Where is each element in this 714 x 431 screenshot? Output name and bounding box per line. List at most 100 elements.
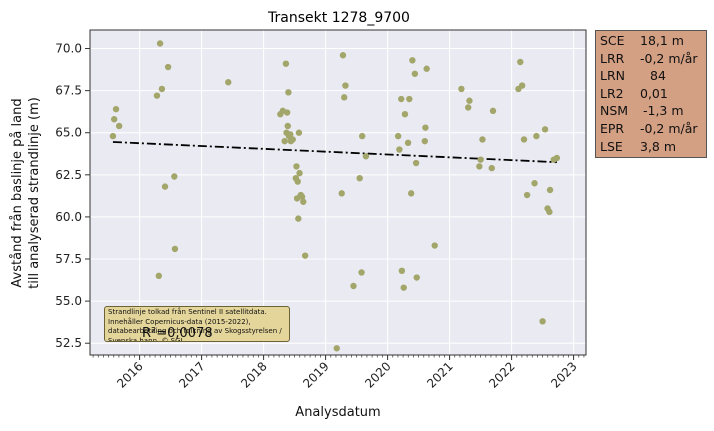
data-point	[479, 136, 486, 143]
data-point	[406, 95, 413, 103]
data-point	[546, 186, 554, 194]
data-point	[115, 122, 123, 130]
data-point	[296, 169, 303, 177]
y-axis-label-line1: Avstånd från baslinje på land	[10, 98, 25, 287]
data-point	[171, 173, 178, 180]
data-point	[295, 215, 302, 222]
data-point	[156, 40, 164, 47]
data-point	[158, 85, 166, 93]
data-point	[423, 65, 430, 72]
stat-key: LRR	[600, 50, 625, 66]
data-point	[301, 252, 309, 259]
stat-value: 18,1 m	[640, 33, 684, 48]
y-tick-label: 60.0	[55, 210, 82, 224]
data-point	[171, 245, 179, 253]
stat-value: 3,8 m	[640, 138, 677, 154]
data-point	[518, 82, 526, 89]
stat-value: -1,3 m	[643, 103, 684, 119]
x-tick-label: 2023	[548, 359, 579, 390]
data-point	[404, 139, 412, 147]
data-point	[409, 57, 416, 64]
x-tick-label: 2022	[486, 359, 517, 390]
stat-row-lse: LSE 3,8 m	[600, 138, 703, 156]
scatter-points	[109, 40, 561, 352]
data-point	[523, 191, 531, 199]
data-point	[488, 164, 495, 172]
data-point	[358, 132, 366, 140]
data-source-note: Strandlinje tolkad från Sentinel II sate…	[104, 306, 290, 342]
data-point	[155, 272, 163, 280]
data-point	[362, 153, 370, 160]
data-point	[533, 132, 540, 140]
data-point	[300, 198, 307, 205]
data-point	[356, 174, 363, 182]
data-point	[517, 58, 524, 66]
data-point	[476, 163, 483, 170]
data-point	[350, 282, 357, 290]
x-tick-label: 2016	[114, 359, 145, 390]
data-point	[287, 131, 294, 138]
note-line: databearbetning och tolkning av Skogssty…	[108, 327, 282, 342]
y-axis-label-line2: till analyserad strandlinje (m)	[27, 97, 42, 289]
note-line: Innehåller Copernicus-data (2015-2022),	[108, 317, 251, 326]
x-tick-label: 2019	[300, 359, 331, 390]
data-point	[110, 116, 118, 123]
data-point	[161, 183, 169, 190]
data-point	[394, 132, 402, 140]
data-point	[339, 52, 347, 59]
stat-value: 0,01	[640, 85, 668, 101]
data-point	[407, 190, 415, 197]
data-point	[333, 345, 340, 352]
stat-value: -0,2 m/år	[640, 50, 698, 66]
chart-title: Transekt 1278_9700	[267, 10, 410, 26]
data-point	[398, 95, 405, 103]
axes	[85, 29, 587, 360]
data-point	[412, 159, 420, 167]
data-point	[153, 92, 161, 99]
data-point	[293, 163, 300, 170]
data-point	[431, 242, 438, 249]
data-point	[398, 267, 406, 275]
statistics-box: SCE 18,1 m LRR -0,2 m/år LRN 84 LR2 0,01 NSM…	[595, 30, 707, 158]
stat-value: -0,2 m/år	[640, 120, 698, 136]
data-point	[342, 82, 349, 89]
stat-row-sce: SCE 18,1 m	[600, 32, 703, 50]
data-point	[466, 97, 473, 104]
data-point	[281, 137, 288, 145]
note-line: Strandlinje tolkad från Sentinel II sate…	[108, 308, 267, 316]
data-point	[338, 190, 345, 197]
data-point	[477, 156, 484, 163]
data-point	[298, 193, 306, 200]
stat-row-lrr: LRR -0,2 m/år	[600, 50, 703, 68]
stat-key: SCE	[600, 33, 625, 48]
y-tick-label: 57.5	[55, 252, 82, 266]
x-tick-label: 2020	[362, 359, 393, 390]
x-tick-label: 2017	[176, 359, 207, 390]
stat-value: 84	[650, 68, 666, 84]
stat-key: EPR	[600, 120, 625, 136]
y-tick-label: 67.5	[55, 84, 82, 98]
data-point	[531, 180, 538, 187]
data-point	[358, 269, 365, 276]
data-point	[539, 318, 546, 325]
stat-row-epr: EPR -0,2 m/år	[600, 120, 703, 138]
data-point	[282, 60, 290, 67]
stat-row-nsm: NSM -1,3 m	[600, 102, 703, 120]
data-point	[413, 274, 420, 281]
data-point	[294, 178, 301, 185]
data-point	[289, 136, 296, 143]
data-point	[422, 124, 429, 131]
data-point	[553, 154, 561, 162]
data-point	[283, 109, 291, 116]
data-point	[225, 79, 232, 86]
data-point	[465, 104, 472, 111]
y-tick-label: 65.0	[55, 126, 82, 140]
plot-frame	[89, 29, 587, 356]
data-point	[401, 110, 409, 118]
data-point	[112, 105, 120, 113]
x-tick-label: 2021	[424, 359, 455, 390]
x-axis-label: Analysdatum	[295, 405, 380, 420]
stat-key: LR2	[600, 85, 624, 101]
data-point	[520, 136, 528, 143]
y-tick-label: 70.0	[55, 42, 82, 56]
